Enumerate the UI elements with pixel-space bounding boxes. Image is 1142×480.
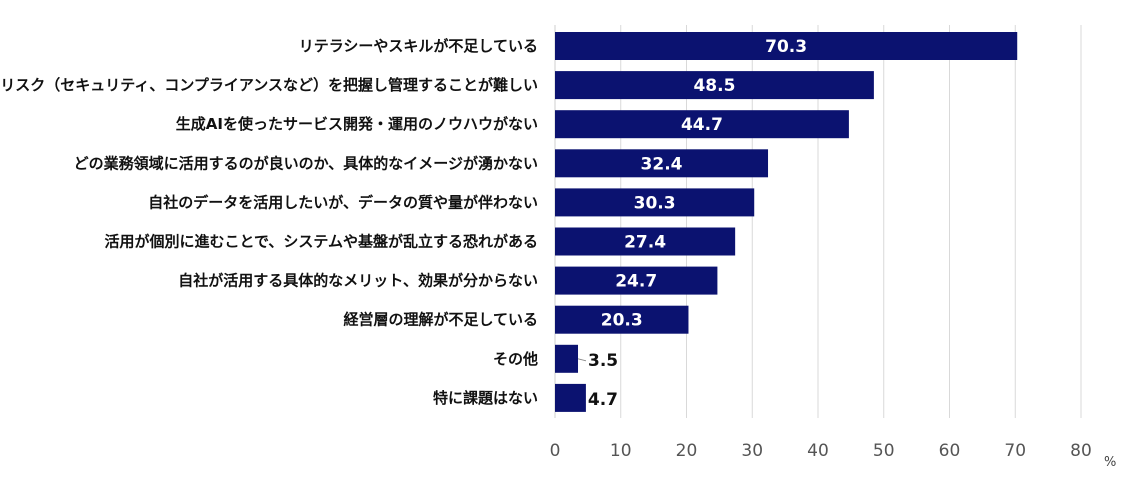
- data-label: 44.7: [681, 115, 723, 135]
- x-axis-unit: %: [1104, 455, 1116, 470]
- data-label: 32.4: [641, 154, 683, 174]
- data-label: 70.3: [765, 37, 807, 57]
- category-label: どの業務領域に活用するのが良いのか、具体的なイメージが湧かない: [74, 154, 538, 172]
- bar: [555, 266, 718, 295]
- category-label: 特に課題はない: [433, 389, 538, 407]
- bars: 70.3 48.5 44.7 32.4 30.3 27.4 24.7 20.3 3.5 4.7: [555, 32, 1018, 412]
- category-label: 経営層の理解が不足している: [343, 311, 538, 329]
- bar: [555, 188, 755, 217]
- x-tick-label: 0: [550, 441, 561, 461]
- bar: [555, 305, 689, 334]
- x-tick-label: 10: [610, 441, 632, 461]
- data-label: 24.7: [615, 272, 657, 292]
- bar: [555, 227, 736, 256]
- data-label: 48.5: [693, 76, 735, 96]
- category-labels: リテラシーやスキルが不足しているリスク（セキュリティ、コンプライアンスなど）を把…: [0, 37, 538, 407]
- data-label: 27.4: [624, 233, 666, 253]
- x-tick-label: 30: [741, 441, 763, 461]
- data-label: 4.7: [588, 390, 618, 410]
- x-tick-label: 40: [807, 441, 829, 461]
- category-label: 活用が個別に進むことで、システムや基盤が乱立する恐れがある: [104, 233, 538, 251]
- x-tick-label: 60: [939, 441, 961, 461]
- data-label: 30.3: [634, 193, 676, 213]
- leader-line: [577, 358, 587, 362]
- category-label: 自社が活用する具体的なメリット、効果が分からない: [178, 272, 538, 290]
- x-tick-label: 80: [1070, 441, 1092, 461]
- x-tick-label: 20: [676, 441, 698, 461]
- bar: [555, 32, 1018, 60]
- bar: [555, 383, 586, 412]
- x-tick-label: 50: [873, 441, 895, 461]
- category-label: その他: [493, 350, 538, 368]
- bar: [555, 71, 874, 100]
- bar: [555, 344, 579, 373]
- category-label: リテラシーやスキルが不足している: [299, 37, 538, 55]
- x-tick-label: 70: [1004, 441, 1026, 461]
- category-label: 生成AIを使ったサービス開発・運用のノウハウがない: [176, 115, 538, 133]
- bar: [555, 110, 849, 139]
- category-label: 自社のデータを活用したいが、データの質や量が伴わない: [148, 193, 538, 211]
- bar: [555, 149, 769, 178]
- x-axis-ticks: 0 10 20 30 40 50 60 70 80: [550, 441, 1092, 461]
- data-label: 3.5: [588, 351, 618, 371]
- data-label: 20.3: [601, 311, 643, 331]
- category-label: リスク（セキュリティ、コンプライアンスなど）を把握し管理することが難しい: [0, 76, 538, 94]
